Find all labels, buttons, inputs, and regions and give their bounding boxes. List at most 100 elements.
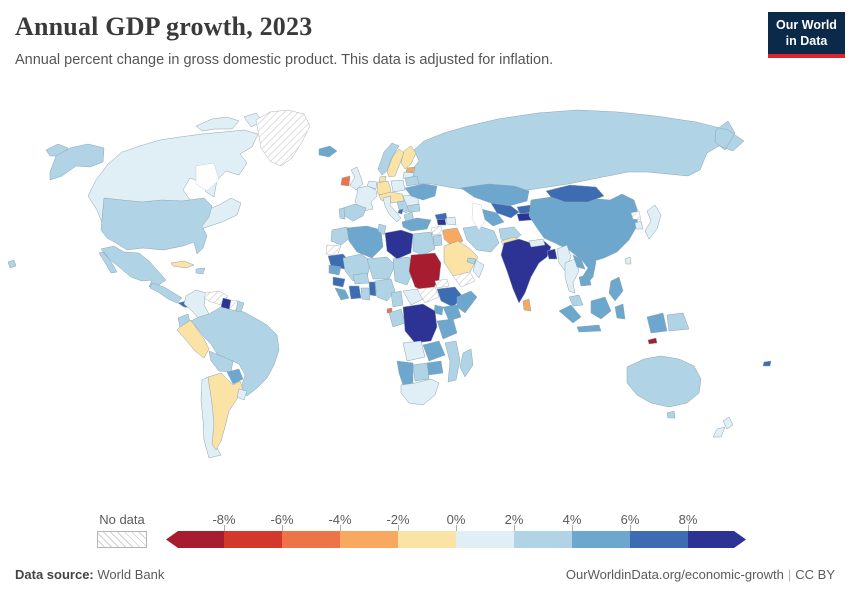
country-united-kingdom[interactable]: United Kingdom — 0% to 2% [349, 166, 364, 191]
country-indonesia[interactable]: Indonesia — 4% to 6% [558, 296, 668, 334]
country-morocco[interactable]: Morocco — 2% to 4% [330, 226, 352, 246]
country-cuba[interactable]: Cuba — -2% to 0% [170, 260, 195, 269]
country-saudi-arabia[interactable]: Saudi Arabia — -2% to 0% [443, 240, 479, 277]
legend-bucket-8[interactable] [166, 531, 224, 548]
owid-logo[interactable]: Our World in Data [768, 12, 845, 59]
country-cambodia[interactable]: Cambodia — 4% to 6% [578, 274, 592, 287]
country-timor-leste[interactable]: Timor-Leste — < -8% [647, 337, 658, 345]
country-south-africa[interactable]: South Africa — 0% to 2% [400, 378, 440, 406]
country-mongolia[interactable]: Mongolia — 6% to 8% [545, 184, 605, 203]
legend-bucket-6-to-8[interactable] [630, 531, 688, 548]
country-zambia[interactable]: Zambia — 4% to 6% [422, 340, 446, 362]
country-uzbekistan[interactable]: Uzbekistan — 6% to 8% [490, 202, 520, 219]
country-botswana[interactable]: Botswana — 2% to 4% [412, 362, 430, 382]
country-north-korea[interactable]: North Korea — No data [630, 210, 642, 221]
country-sudan[interactable]: Sudan — < -8% [408, 252, 442, 294]
country-sweden[interactable]: Sweden — -2% to 0% [386, 148, 405, 178]
country-paraguay[interactable]: Paraguay — 4% to 6% [226, 368, 244, 385]
country-iran[interactable]: Iran — 2% to 4% [462, 225, 500, 253]
country-nepal[interactable]: Nepal — 0% to 2% [528, 238, 546, 248]
country-eritrea[interactable]: Eritrea — No data [434, 278, 450, 289]
country-syria[interactable]: Syria — No data [430, 225, 444, 236]
country-fiji[interactable]: Fiji — 6% to 8% [762, 360, 772, 367]
country-ukraine[interactable]: Ukraine — 4% to 6% [404, 183, 438, 201]
legend-bucket-2-to-0[interactable] [398, 531, 456, 548]
legend-bucket-2-to-4[interactable] [514, 531, 572, 548]
country-bangladesh[interactable]: Bangladesh — > 8% [546, 248, 558, 260]
country-zimbabwe[interactable]: Zimbabwe — 4% to 6% [426, 360, 444, 376]
country-chad[interactable]: Chad — 2% to 4% [392, 256, 414, 286]
country-mexico[interactable]: Mexico — 2% to 4% [98, 245, 167, 288]
country-egypt[interactable]: Egypt — 2% to 4% [412, 231, 436, 256]
country-netherlands[interactable]: Netherlands — 0% to 2% [366, 180, 378, 190]
country-australia[interactable]: Australia — 2% to 4% [626, 355, 702, 419]
country-mozambique[interactable]: Mozambique — 2% to 4% [444, 340, 461, 383]
country-taiwan[interactable]: Taiwan — 0% to 2% [624, 256, 632, 265]
country-uruguay[interactable]: Uruguay — 0% to 2% [236, 388, 248, 401]
country-cameroon[interactable]: Cameroon — 2% to 4% [390, 290, 404, 308]
country-sierra-leone[interactable]: Sierra Leone — 4% to 6% [334, 287, 350, 301]
country-algeria[interactable]: Algeria — 4% to 6% [346, 225, 384, 259]
legend-bucket-8[interactable] [688, 531, 746, 548]
country-yemen[interactable]: Yemen — No data [452, 271, 476, 288]
country-niger[interactable]: Niger — 2% to 4% [366, 256, 396, 280]
country-south-korea[interactable]: South Korea — 0% to 2% [634, 220, 644, 230]
country-madagascar[interactable]: Madagascar — 2% to 4% [459, 348, 474, 378]
country-estonia[interactable]: Estonia — -4% to -2% [405, 166, 416, 173]
footer-license-link[interactable]: CC BY [795, 567, 835, 582]
country-guinea[interactable]: Guinea — 6% to 8% [332, 276, 346, 288]
country-guatemala[interactable]: Guatemala — 2% to 4% [149, 282, 183, 304]
country-laos[interactable]: Laos — 4% to 6% [572, 254, 586, 270]
country-tunisia[interactable]: Tunisia — 2% to 4% [377, 223, 387, 236]
country-finland[interactable]: Finland — -2% to 0% [400, 145, 417, 170]
footer-link[interactable]: OurWorldinData.org/economic-growth [565, 567, 784, 582]
country-malaysia[interactable]: Malaysia — 2% to 4% [568, 294, 584, 307]
country-sri-lanka[interactable]: Sri Lanka — -4% to -2% [522, 298, 532, 312]
country-democratic-republic-of-congo[interactable]: Democratic Republic of Congo — > 8% [402, 303, 438, 344]
country-turkey[interactable]: Turkey — 4% to 6% [401, 217, 432, 232]
country-portugal[interactable]: Portugal — 2% to 4% [338, 207, 346, 220]
country-azerbaijan[interactable]: Azerbaijan — 0% to 2% [445, 216, 457, 226]
country-norway[interactable]: Norway — 2% to 4% [377, 142, 400, 176]
country-iceland[interactable]: Iceland — 4% to 6% [318, 145, 338, 158]
legend-bucket-0-to-2[interactable] [456, 531, 514, 548]
country-spain[interactable]: Spain — 2% to 4% [342, 203, 367, 222]
country-new-zealand[interactable]: New Zealand — 0% to 2% [712, 416, 734, 438]
country-israel[interactable]: Israel — 2% to 4% [432, 234, 443, 247]
country-oman[interactable]: Oman — 0% to 2% [472, 259, 485, 279]
country-cote-d-ivoire[interactable]: Cote d'Ivoire — 6% to 8% [348, 285, 362, 300]
country-brazil[interactable]: Brazil — 2% to 4% [190, 306, 280, 397]
legend-bucket-4-to-2[interactable] [340, 531, 398, 548]
country-kazakhstan[interactable]: Kazakhstan — 4% to 6% [460, 183, 530, 207]
legend-no-data-swatch[interactable] [97, 531, 147, 548]
country-poland[interactable]: Poland — 0% to 2% [390, 179, 406, 193]
country-denmark[interactable]: Denmark — -2% to 0% [378, 175, 387, 183]
country-france[interactable]: France — 0% to 2% [354, 185, 378, 212]
country-angola[interactable]: Angola — 0% to 2% [402, 340, 426, 362]
country-montenegro[interactable]: Montenegro — 6% to 8% [397, 208, 404, 215]
country-united-states[interactable]: United States — 2% to 4% [7, 143, 213, 269]
country-ireland[interactable]: Ireland — -6% to -4% [340, 175, 351, 187]
country-armenia[interactable]: Armenia — > 8% [436, 218, 447, 226]
country-philippines[interactable]: Philippines — 4% to 6% [608, 276, 624, 302]
country-argentina[interactable]: Argentina — -2% to 0% [207, 372, 244, 451]
legend-bucket-8-to-6[interactable] [224, 531, 282, 548]
legend-bucket-4-to-6[interactable] [572, 531, 630, 548]
country-libya[interactable]: Libya — > 8% [384, 229, 414, 260]
country-italy[interactable]: Italy — 0% to 2% [382, 195, 402, 223]
country-nigeria[interactable]: Nigeria — 2% to 4% [374, 278, 396, 302]
country-papua-new-guinea[interactable]: Papua New Guinea — 2% to 4% [666, 312, 690, 332]
country-ghana[interactable]: Ghana — 2% to 4% [360, 287, 371, 301]
country-belarus[interactable]: Belarus — 2% to 4% [404, 175, 420, 187]
country-china[interactable]: China — 4% to 6% [528, 193, 639, 263]
country-united-arab-emirates[interactable]: United Arab Emirates — 2% to 4% [466, 257, 477, 265]
country-japan[interactable]: Japan — 0% to 2% [644, 204, 662, 240]
country-south-sudan[interactable]: South Sudan — No data [416, 286, 440, 304]
country-namibia[interactable]: Namibia — 4% to 6% [396, 360, 414, 386]
country-kenya[interactable]: Kenya — 4% to 6% [442, 304, 462, 322]
country-dominican-republic[interactable]: Dominican Republic — 2% to 4% [195, 267, 206, 275]
country-tanzania[interactable]: Tanzania — 4% to 6% [436, 318, 458, 340]
country-india[interactable]: India — > 8% [500, 238, 552, 304]
country-burkina-faso[interactable]: Burkina Faso — 2% to 4% [352, 272, 370, 285]
